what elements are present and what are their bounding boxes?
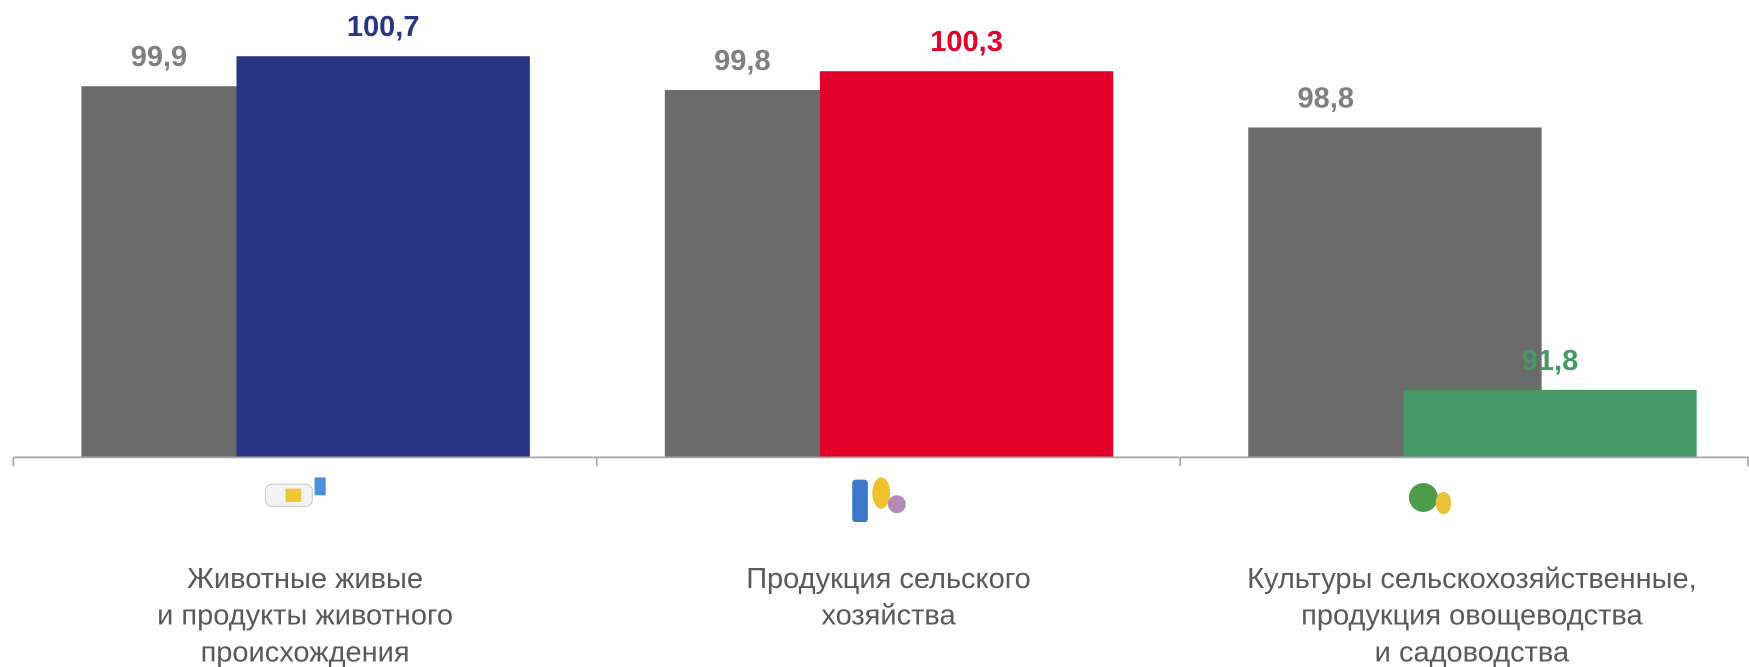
milk-icon [314, 477, 326, 496]
corn-icon [872, 477, 891, 509]
bar [236, 56, 530, 458]
animal-icon-spot [285, 488, 302, 502]
category-label: Животные живые и продукты животного прои… [157, 561, 454, 667]
value-label: 99,9 [131, 41, 187, 73]
category-label: Продукция сельского хозяйства [746, 561, 1031, 632]
icons [264, 477, 1452, 523]
bottle-icon [852, 479, 868, 523]
value-label: 91,8 [1522, 345, 1578, 377]
cabbage-icon [1408, 483, 1438, 513]
bar [819, 71, 1114, 458]
grape-icon [887, 495, 906, 514]
value-label: 100,7 [347, 11, 420, 43]
pear-icon [1435, 491, 1452, 515]
bar [1403, 389, 1697, 458]
value-label: 100,3 [930, 26, 1003, 58]
value-label: 99,8 [714, 45, 770, 77]
category-label: Культуры сельскохозяйственные, продукция… [1247, 561, 1697, 667]
value-label: 98,8 [1298, 82, 1354, 114]
